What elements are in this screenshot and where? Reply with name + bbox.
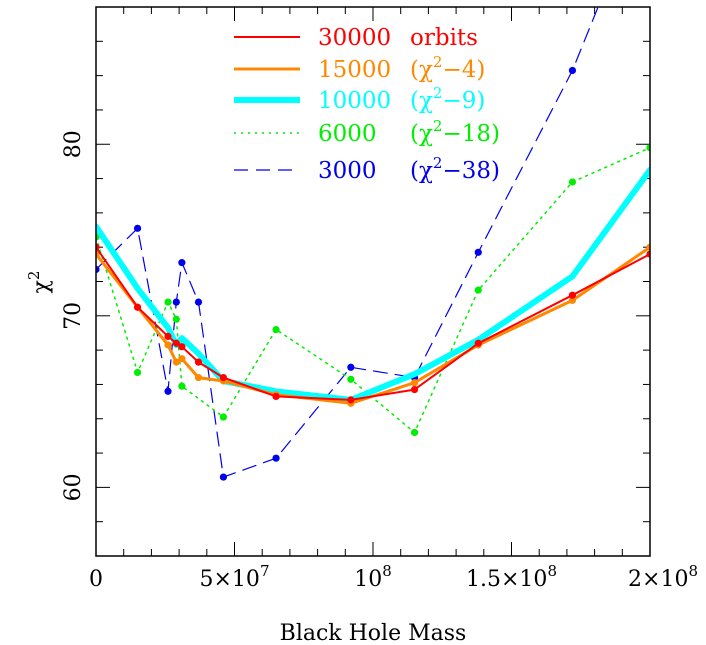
data-point	[347, 396, 355, 404]
y-tick-label: 80	[61, 130, 86, 158]
data-point	[474, 339, 482, 347]
series-4	[96, 7, 599, 481]
data-point	[172, 315, 180, 323]
data-point	[410, 379, 419, 387]
data-point	[172, 358, 180, 366]
legend-label: 30000 orbits	[318, 25, 478, 51]
data-point	[410, 428, 419, 437]
data-point	[219, 413, 228, 421]
x-axis-title: Black Hole Mass	[280, 621, 467, 645]
data-point	[178, 259, 186, 267]
x-tick-label: 2×108	[628, 562, 698, 592]
data-point	[178, 355, 186, 363]
data-point	[178, 382, 186, 390]
data-point	[133, 224, 142, 232]
x-tick-label: 1.5×108	[466, 562, 557, 592]
data-point	[194, 298, 203, 306]
data-point	[272, 392, 280, 401]
series-line	[96, 245, 650, 405]
y-tick-label: 60	[61, 473, 86, 501]
legend-label: 6000 (χ2−18)	[318, 117, 500, 147]
legend-label: 3000 (χ2−38)	[318, 154, 500, 184]
data-point	[646, 243, 650, 251]
data-point	[568, 178, 577, 186]
series-line	[96, 146, 650, 434]
axis-ticks	[95, 6, 651, 556]
data-point	[410, 385, 419, 394]
legend-entry: 6000 (χ2−18)	[234, 117, 500, 147]
data-point	[474, 286, 482, 294]
data-point	[646, 144, 650, 152]
data-point	[133, 368, 142, 377]
legend-entry: 10000 (χ2−9)	[234, 84, 485, 114]
data-point	[646, 250, 650, 258]
legend-entry: 30000 orbits	[234, 25, 478, 51]
data-point	[568, 291, 577, 299]
x-tick-label: 0	[89, 567, 103, 592]
data-point	[178, 343, 186, 351]
data-point	[568, 296, 577, 304]
legend-entry: 15000 (χ2−4)	[234, 53, 485, 83]
series-0	[96, 243, 650, 404]
tick-labels: 0 5×107 108 1.5×108 2×108 60 70 80	[61, 130, 698, 592]
data-point	[164, 341, 172, 349]
data-point	[272, 454, 280, 462]
data-point	[347, 363, 355, 371]
data-point	[164, 387, 172, 395]
legend-entry: 3000 (χ2−38)	[234, 154, 500, 184]
y-tick-label: 70	[61, 302, 86, 330]
legend-label: 10000 (χ2−9)	[318, 84, 485, 114]
data-point	[164, 298, 172, 306]
series-layer	[96, 7, 650, 481]
series-line	[96, 246, 650, 401]
plot-frame	[95, 6, 651, 557]
data-point	[474, 248, 482, 256]
data-point	[219, 473, 228, 481]
legend-label: 15000 (χ2−4)	[318, 53, 485, 83]
data-point	[194, 358, 203, 366]
data-point	[96, 265, 100, 274]
data-point	[347, 375, 355, 383]
x-tick-label: 5×107	[200, 562, 270, 592]
data-point	[172, 339, 180, 347]
series-1	[96, 243, 650, 407]
data-point	[568, 66, 577, 75]
data-point	[219, 373, 228, 382]
data-point	[272, 325, 280, 334]
data-point	[194, 373, 203, 382]
data-point	[164, 332, 172, 340]
series-3	[96, 144, 650, 437]
y-axis-title: χ2	[25, 271, 54, 294]
x-tick-label: 108	[354, 562, 392, 592]
data-point	[96, 243, 100, 251]
data-point	[133, 303, 142, 311]
data-point	[172, 298, 180, 306]
